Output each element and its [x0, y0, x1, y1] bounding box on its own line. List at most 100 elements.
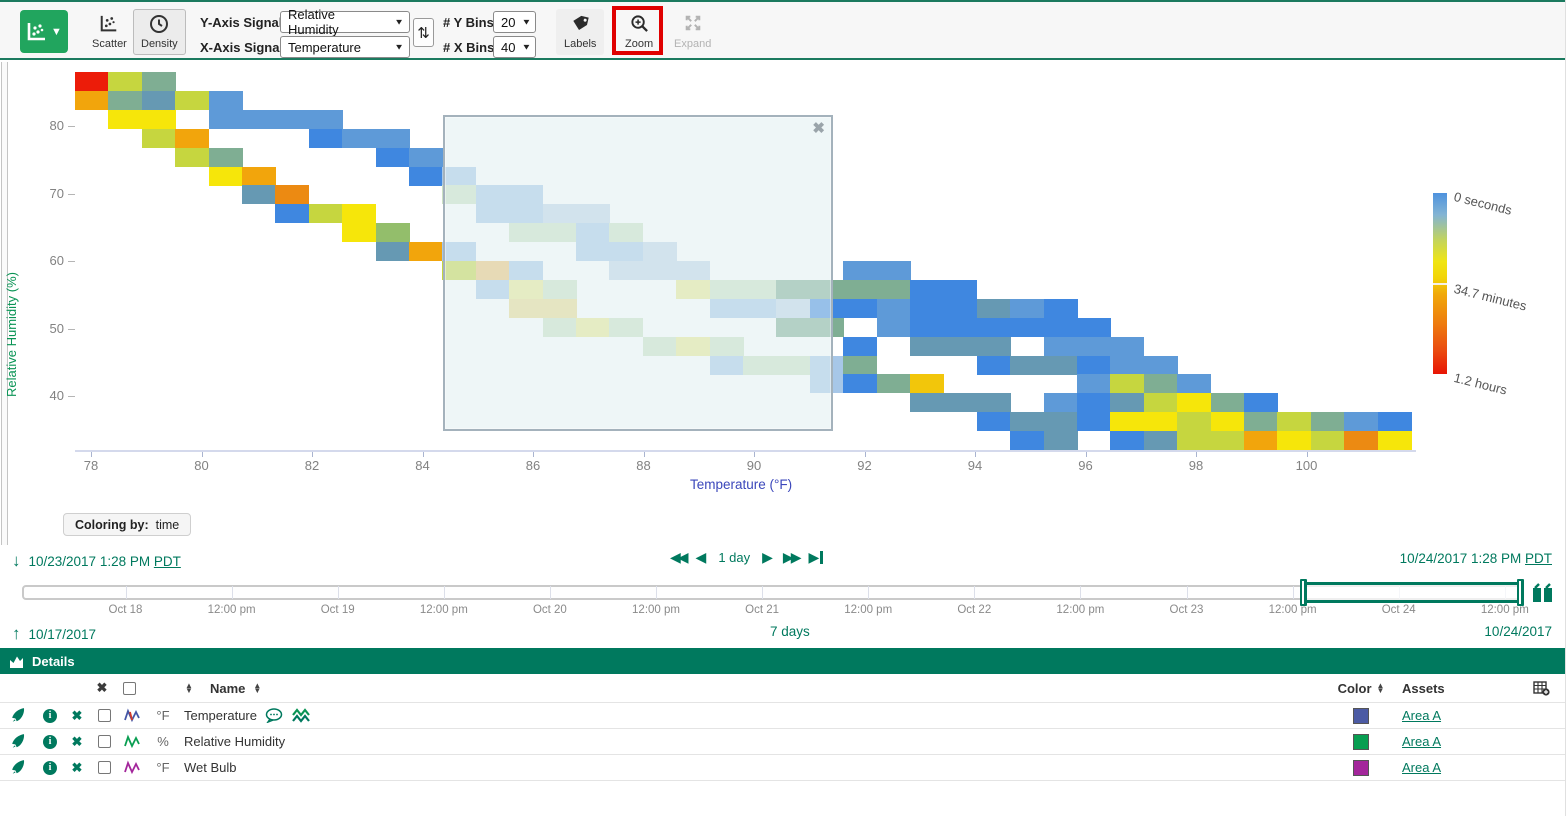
y-bins-select[interactable]: 20 ▼	[493, 11, 536, 33]
signal-name[interactable]: Relative Humidity	[184, 734, 286, 749]
asset-link[interactable]: Area A	[1402, 760, 1442, 775]
heatmap-cell[interactable]	[910, 393, 944, 413]
heatmap-cell[interactable]	[375, 242, 410, 262]
heatmap-cell[interactable]	[308, 109, 343, 129]
heatmap-cell[interactable]	[1344, 431, 1379, 451]
heatmap-cell[interactable]	[409, 242, 443, 262]
heatmap-cell[interactable]	[876, 298, 911, 318]
step-size-label[interactable]: 1 day	[718, 550, 751, 565]
select-all-checkbox[interactable]	[122, 681, 136, 695]
heatmap-cell[interactable]	[1043, 393, 1078, 413]
heatmap-cell[interactable]	[1043, 412, 1078, 432]
timeline-start-date[interactable]: 10/17/2017	[28, 626, 97, 642]
heatmap-cell[interactable]	[375, 147, 410, 167]
rocket-icon[interactable]	[10, 759, 26, 776]
details-header-bar[interactable]: Details	[0, 648, 1565, 674]
heatmap-cell[interactable]	[1143, 374, 1178, 394]
color-swatch[interactable]	[1353, 733, 1369, 750]
heatmap-cell[interactable]	[75, 72, 109, 91]
heatmap-cell[interactable]	[843, 298, 878, 318]
y-axis-signal-select[interactable]: Relative Humidity ▼	[280, 7, 410, 37]
heatmap-cell[interactable]	[976, 336, 1011, 356]
heatmap-cell[interactable]	[1077, 393, 1111, 413]
range-start-timezone-link[interactable]: PDT	[153, 553, 181, 569]
heatmap-cell[interactable]	[943, 298, 978, 318]
heatmap-cell[interactable]	[342, 204, 377, 224]
heatmap-cell[interactable]	[141, 90, 176, 110]
row-checkbox[interactable]	[97, 735, 111, 748]
heatmap-cell[interactable]	[1377, 412, 1412, 432]
heatmap-cell[interactable]	[1043, 298, 1078, 318]
heatmap-cell[interactable]	[275, 109, 310, 129]
sort-icon[interactable]: ▲ ▼	[1376, 681, 1385, 695]
heatmap-cell[interactable]	[275, 204, 310, 224]
signal-name[interactable]: Temperature	[184, 708, 257, 723]
heatmap-cell[interactable]	[242, 185, 276, 205]
name-column-header[interactable]: Name	[210, 680, 246, 696]
heatmap-cell[interactable]	[876, 279, 911, 299]
heatmap-cell[interactable]	[1244, 412, 1278, 432]
heatmap-cell[interactable]	[943, 393, 978, 413]
heatmap-cell[interactable]	[175, 147, 210, 167]
heatmap-cell[interactable]	[1110, 336, 1145, 356]
heatmap-cell[interactable]	[910, 298, 944, 318]
heatmap-cell[interactable]	[976, 393, 1011, 413]
range-end-datetime[interactable]: 10/24/2017 1:28 PM	[1399, 551, 1522, 566]
heatmap-cell[interactable]	[876, 261, 911, 280]
heatmap-cell[interactable]	[1010, 317, 1045, 337]
heatmap-cell[interactable]	[108, 72, 143, 91]
heatmap-cell[interactable]	[910, 317, 944, 337]
annotation-bubble-icon[interactable]	[265, 708, 284, 723]
heatmap-cell[interactable]	[843, 374, 878, 394]
heatmap-cell[interactable]	[843, 279, 878, 299]
heatmap-cell[interactable]	[1077, 355, 1111, 375]
heatmap-cell[interactable]	[1377, 431, 1412, 451]
zoom-button[interactable]: Zoom	[617, 9, 661, 55]
heatmap-cell[interactable]	[976, 355, 1011, 375]
remove-item-icon[interactable]: ✖	[71, 707, 83, 723]
heatmap-cell[interactable]	[1010, 355, 1045, 375]
x-bins-select[interactable]: 40 ▼	[493, 36, 536, 58]
heatmap-cell[interactable]	[208, 147, 243, 167]
heatmap-cell[interactable]	[1210, 393, 1245, 413]
heatmap-cell[interactable]	[943, 317, 978, 337]
step-to-end-button[interactable]: ▶	[808, 549, 824, 566]
range-handle-left[interactable]	[1300, 579, 1307, 606]
heatmap-cell[interactable]	[1010, 412, 1045, 432]
info-icon[interactable]: i	[43, 760, 57, 775]
heatmap-cell[interactable]	[843, 261, 878, 280]
heatmap-cell[interactable]	[1077, 317, 1111, 337]
heatmap-cell[interactable]	[141, 109, 176, 129]
scatter-mode-button[interactable]: Scatter	[84, 9, 135, 55]
heatmap-cell[interactable]	[1244, 431, 1278, 451]
heatmap-cell[interactable]	[1077, 336, 1111, 356]
add-column-icon[interactable]	[1532, 680, 1550, 696]
heatmap-cell[interactable]	[1210, 431, 1245, 451]
info-icon[interactable]: i	[43, 734, 57, 749]
heatmap-cell[interactable]	[1077, 412, 1111, 432]
heatmap-cell[interactable]	[208, 90, 243, 110]
heatmap-cell[interactable]	[1110, 412, 1145, 432]
step-forward-button[interactable]: ▶	[762, 549, 773, 565]
heatmap-cell[interactable]	[1043, 355, 1078, 375]
heatmap-cell[interactable]	[141, 72, 176, 91]
x-axis-signal-select[interactable]: Temperature ▼	[280, 36, 410, 58]
heatmap-cell[interactable]	[242, 109, 276, 129]
heatmap-cell[interactable]	[242, 166, 276, 186]
heatmap-cell[interactable]	[409, 166, 443, 186]
heatmap-cell[interactable]	[876, 374, 911, 394]
heatmap-cell[interactable]	[1077, 374, 1111, 394]
heatmap-cell[interactable]	[943, 279, 978, 299]
chart-type-dropdown-button[interactable]: ▼	[20, 10, 68, 53]
remove-item-icon[interactable]: ✖	[71, 759, 83, 775]
rocket-icon[interactable]	[10, 707, 26, 724]
heatmap-cell[interactable]	[876, 317, 911, 337]
reference-zigzag-icon[interactable]	[292, 708, 311, 723]
heatmap-cell[interactable]	[375, 128, 410, 148]
heatmap-cell[interactable]	[208, 109, 243, 129]
heatmap-cell[interactable]	[1310, 431, 1345, 451]
heatmap-cell[interactable]	[910, 336, 944, 356]
heatmap-cell[interactable]	[1277, 431, 1312, 451]
rocket-icon[interactable]	[10, 733, 26, 750]
heatmap-cell[interactable]	[375, 223, 410, 243]
